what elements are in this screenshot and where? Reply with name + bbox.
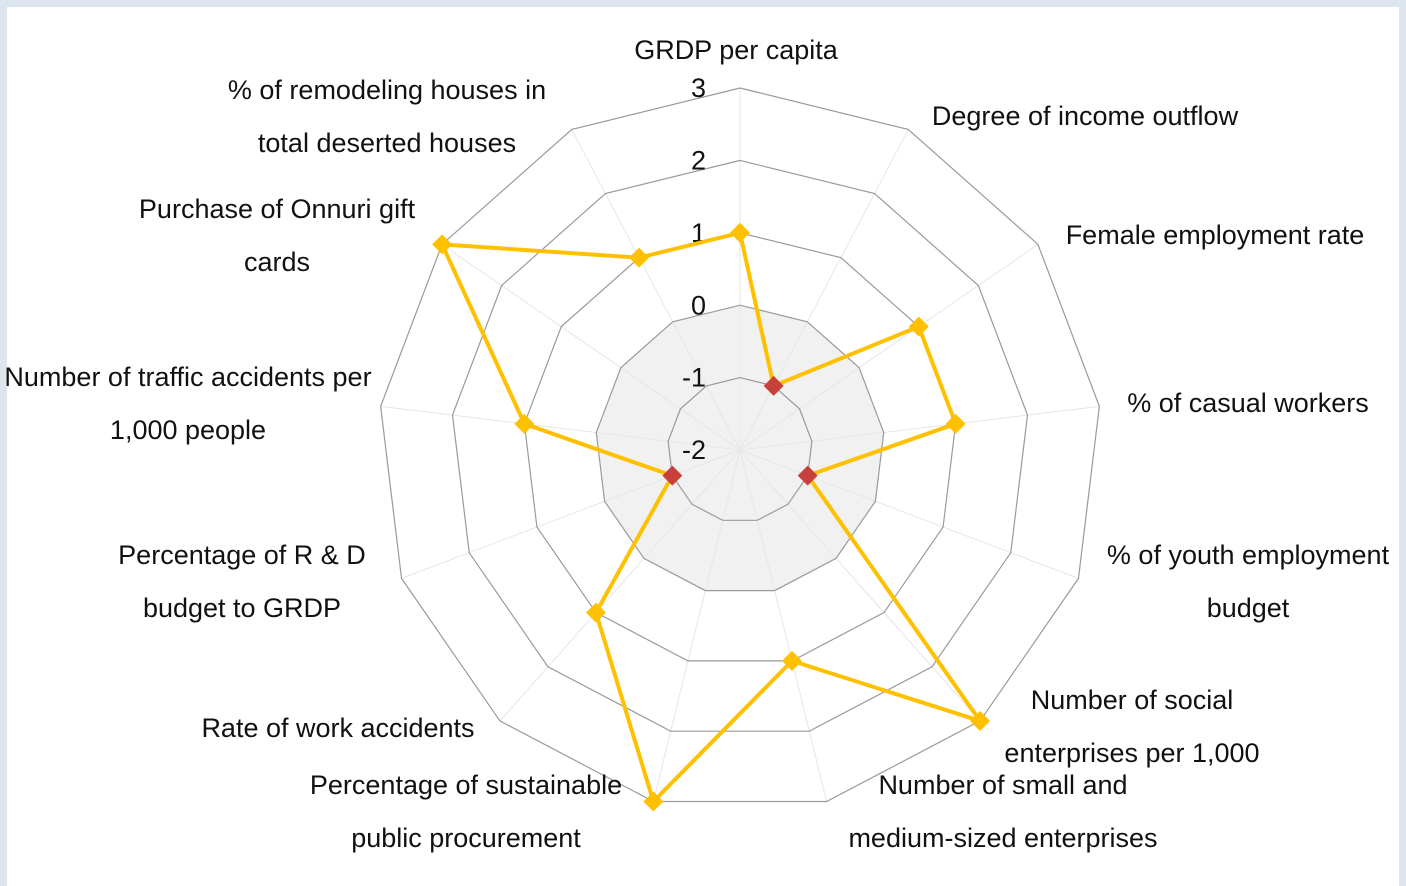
category-label: Rate of work accidents xyxy=(201,712,475,743)
spoke xyxy=(380,405,741,451)
tick-label: -2 xyxy=(682,435,706,465)
marker xyxy=(908,316,929,337)
series-line xyxy=(440,230,983,804)
spoke xyxy=(571,129,741,451)
spoke xyxy=(739,449,1079,579)
marker xyxy=(781,650,802,671)
category-label: Degree of income outflow xyxy=(931,100,1239,131)
grid-ring xyxy=(667,376,813,521)
marker xyxy=(585,602,606,623)
spoke xyxy=(739,405,1100,451)
spoke xyxy=(441,243,741,451)
tick-label: 3 xyxy=(691,73,706,103)
category-label: Percentage of R & D budget to GRDP xyxy=(118,539,366,623)
marker xyxy=(514,413,535,434)
spoke xyxy=(739,129,909,451)
category-label: % of remodeling houses in total deserted… xyxy=(227,74,547,158)
tick-label: -1 xyxy=(682,363,706,393)
marker xyxy=(662,465,683,486)
tick-label: 2 xyxy=(691,146,706,176)
category-label: GRDP per capita xyxy=(634,34,838,65)
marker xyxy=(730,222,750,243)
marker xyxy=(763,375,784,396)
spoke xyxy=(739,449,828,802)
grid-ring xyxy=(451,159,1029,732)
marker xyxy=(970,710,991,731)
marker xyxy=(797,465,818,486)
category-label: Number of small and medium-sized enterpr… xyxy=(848,769,1158,853)
spoke xyxy=(739,449,981,722)
category-label: Purchase of Onnuri gift cards xyxy=(138,193,416,277)
category-label: % of casual workers xyxy=(1127,387,1369,418)
marker xyxy=(432,234,453,255)
category-label: % of youth employment budget xyxy=(1106,539,1390,623)
category-label: Number of traffic accidents per 1,000 pe… xyxy=(4,361,372,445)
tick-label: 0 xyxy=(691,290,706,320)
spoke xyxy=(652,449,741,802)
marker xyxy=(643,791,664,812)
spoke xyxy=(499,449,741,722)
category-label: Percentage of sustainable public procure… xyxy=(309,769,623,853)
marker xyxy=(945,413,966,434)
category-label: Number of social enterprises per 1,000 xyxy=(1004,684,1260,768)
grid-ring xyxy=(595,304,885,592)
category-label: Female employment rate xyxy=(1065,219,1365,250)
marker xyxy=(629,247,650,268)
spoke xyxy=(739,243,1039,451)
grid-ring xyxy=(380,87,1100,803)
spoke xyxy=(401,449,741,579)
